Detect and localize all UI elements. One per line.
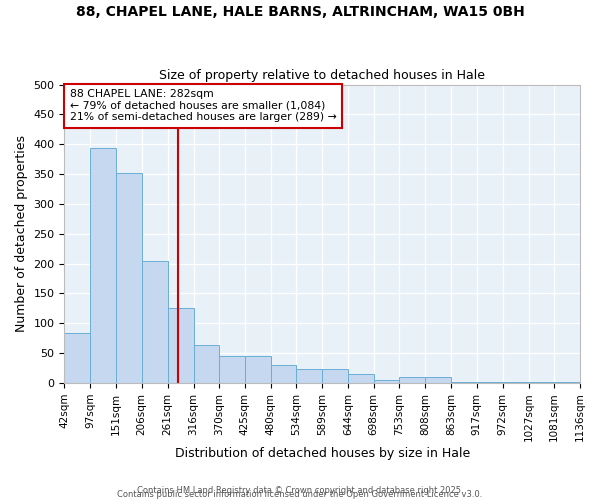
Bar (194, 346, 219, 383)
Bar (529, 382, 554, 383)
Text: 88, CHAPEL LANE, HALE BARNS, ALTRINCHAM, WA15 0BH: 88, CHAPEL LANE, HALE BARNS, ALTRINCHAM,… (76, 5, 524, 19)
Bar (374, 380, 400, 383)
Bar (167, 308, 194, 383)
Text: 88 CHAPEL LANE: 282sqm
← 79% of detached houses are smaller (1,084)
21% of semi-: 88 CHAPEL LANE: 282sqm ← 79% of detached… (70, 89, 337, 122)
Bar (91, 148, 116, 383)
Bar (348, 374, 374, 383)
Bar (245, 356, 271, 383)
Bar (400, 377, 425, 383)
Bar (451, 382, 477, 383)
Bar (425, 377, 451, 383)
Bar (142, 260, 167, 383)
Bar (296, 369, 322, 383)
Title: Size of property relative to detached houses in Hale: Size of property relative to detached ho… (159, 69, 485, 82)
Bar (219, 356, 245, 383)
Bar (116, 173, 142, 383)
Bar (503, 382, 529, 383)
Bar (477, 382, 503, 383)
Bar (64, 334, 91, 383)
X-axis label: Distribution of detached houses by size in Hale: Distribution of detached houses by size … (175, 447, 470, 460)
Text: Contains HM Land Registry data © Crown copyright and database right 2025.: Contains HM Land Registry data © Crown c… (137, 486, 463, 495)
Bar (322, 369, 348, 383)
Y-axis label: Number of detached properties: Number of detached properties (15, 136, 28, 332)
Bar (271, 365, 296, 383)
Bar (554, 382, 580, 383)
Text: Contains public sector information licensed under the Open Government Licence v3: Contains public sector information licen… (118, 490, 482, 499)
